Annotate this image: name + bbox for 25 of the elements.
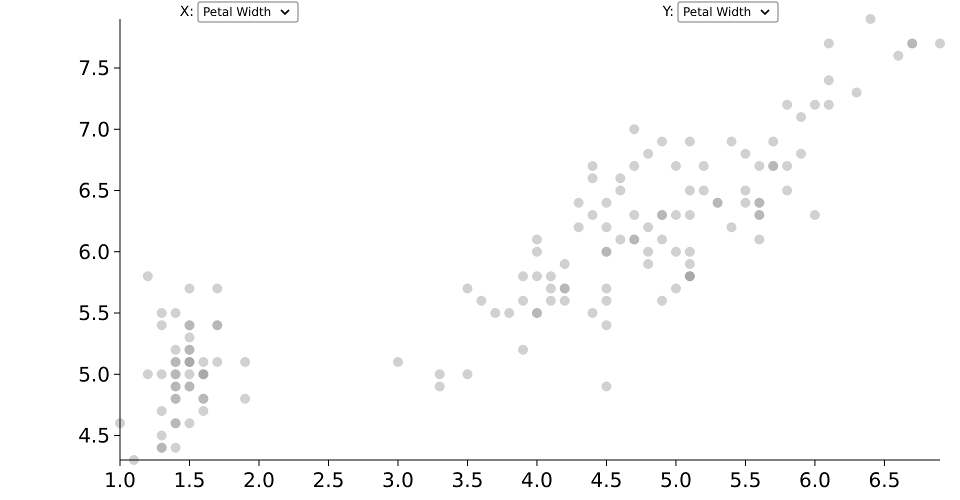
dropdown-field: Petal Width	[678, 2, 778, 22]
y-tick-label: 5.5	[78, 301, 110, 325]
x-tick-label: 6.5	[868, 468, 900, 492]
x-tick-label: 3.0	[382, 468, 414, 492]
y-tick-label: 6.5	[78, 178, 110, 202]
x-tick-label: 6.0	[799, 468, 831, 492]
x-tick-label: 1.0	[104, 468, 136, 492]
annotation: X:	[180, 4, 194, 20]
annotation: Petal Width	[683, 5, 752, 19]
x-tick-label: 5.0	[660, 468, 692, 492]
y-tick-label: 5.0	[78, 362, 110, 386]
x-tick-label: 4.5	[590, 468, 622, 492]
annotation: Y:	[662, 4, 674, 20]
x-tick-label: 2.5	[312, 468, 344, 492]
x-tick-label: 4.0	[521, 468, 553, 492]
x-tick-label: 1.5	[174, 468, 206, 492]
y-tick-label: 6.0	[78, 240, 110, 264]
y-tick-label: 7.5	[78, 56, 110, 80]
x-tick-label: 2.0	[243, 468, 275, 492]
annotation: Petal Width	[203, 5, 272, 19]
x-tick-label: 3.5	[452, 468, 484, 492]
y-tick-label: 4.5	[78, 424, 110, 448]
y-tick-label: 7.0	[78, 117, 110, 142]
dropdown-field: Petal Width	[198, 2, 298, 22]
x-tick-label: 5.5	[730, 468, 762, 492]
